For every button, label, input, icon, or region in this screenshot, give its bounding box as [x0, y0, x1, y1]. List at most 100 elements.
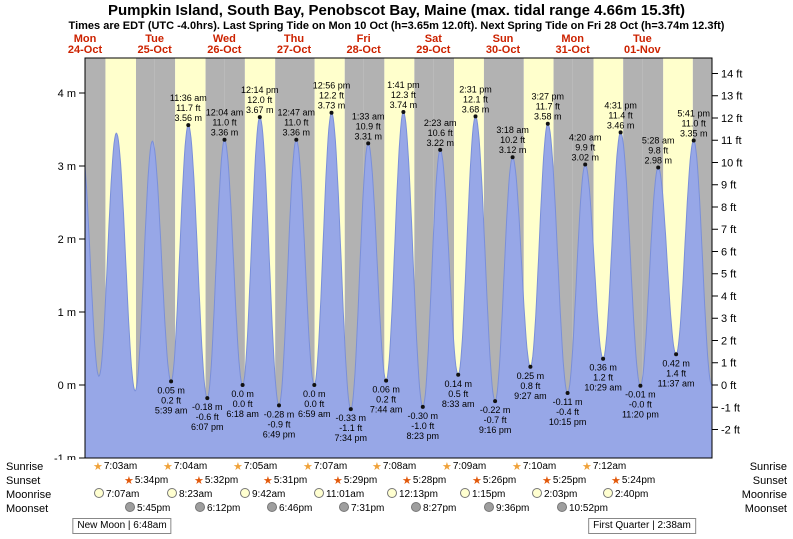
moonset-icon: [411, 502, 421, 512]
tide-extreme-dot: [420, 404, 425, 409]
sunset-row: Sunset Sunset ★5:34pm ★5:32pm ★5:31pm ★5:29…: [0, 474, 793, 488]
moonset-entry: 8:27pm: [411, 502, 456, 516]
day-label: Thu: [284, 33, 304, 45]
sunset-entry: ★5:25pm: [542, 475, 587, 487]
y-axis-label-ft: 13 ft: [721, 91, 742, 103]
moonrise-icon: [314, 488, 324, 498]
tide-low-label: 0.05 m 0.2 ft 5:39 am: [155, 385, 188, 415]
sunrise-icon: ★: [442, 461, 452, 473]
tide-extreme-dot: [493, 399, 498, 404]
sunset-entry: ★5:32pm: [194, 475, 239, 487]
tide-extreme-dot: [222, 137, 227, 142]
tide-extreme-dot: [205, 396, 210, 401]
tide-extreme-dot: [438, 147, 443, 152]
sunrise-entry: ★7:12am: [582, 461, 627, 473]
day-date-label: 29-Oct: [416, 44, 451, 56]
tide-extreme-dot: [601, 356, 606, 361]
moonrise-icon: [94, 488, 104, 498]
sunrise-row-label-left: Sunrise: [6, 461, 44, 473]
tide-low-label: 0.14 m 0.5 ft 8:33 am: [442, 379, 475, 409]
sunset-entry: ★5:29pm: [333, 475, 378, 487]
tide-low-label: -0.33 m -1.1 ft 7:34 pm: [335, 413, 368, 443]
moonrise-entry: 11:01am: [314, 488, 364, 502]
tide-low-label: 0.0 m 0.0 ft 6:18 am: [226, 389, 259, 419]
sunrise-entry: ★7:03am: [93, 461, 138, 473]
tide-low-label: 0.06 m 0.2 ft 7:44 am: [370, 385, 403, 415]
tide-extreme-dot: [348, 407, 353, 412]
day-label: Tue: [145, 33, 164, 45]
day-date-label: 30-Oct: [486, 44, 521, 56]
moonrise-entry: 1:15pm: [460, 488, 505, 502]
y-axis-label-ft: -2 ft: [721, 425, 740, 437]
y-axis-label-m: 2 m: [58, 234, 76, 246]
day-date-label: 26-Oct: [207, 44, 242, 56]
tide-low-label: -0.28 m -0.9 ft 6:49 pm: [263, 409, 296, 439]
tide-extreme-dot: [510, 155, 515, 160]
sunset-entry: ★5:24pm: [611, 475, 656, 487]
sunrise-icon: ★: [512, 461, 522, 473]
moonrise-icon: [167, 488, 177, 498]
tide-extreme-dot: [401, 110, 406, 114]
sunset-icon: ★: [611, 475, 621, 487]
moonrise-row: Moonrise Moonrise 7:07am 8:23am 9:42am 11:0…: [0, 488, 793, 502]
moonset-row-label-left: Moonset: [6, 503, 49, 515]
tide-extreme-dot: [329, 110, 334, 115]
y-axis-label-ft: 11 ft: [721, 135, 742, 147]
moonrise-icon: [460, 488, 470, 498]
sunrise-icon: ★: [372, 461, 382, 473]
tide-extreme-dot: [169, 379, 174, 384]
moonrise-icon: [240, 488, 250, 498]
tide-high-label: 5:41 pm 11.0 ft 3.35 m: [677, 109, 710, 139]
y-axis-label-ft: 14 ft: [721, 68, 742, 80]
moonrise-entry: 2:40pm: [603, 488, 648, 502]
tide-extreme-dot: [545, 121, 550, 126]
day-date-label: 27-Oct: [277, 44, 312, 56]
tide-low-label: -0.30 m -1.0 ft 8:23 pm: [407, 411, 440, 441]
sunrise-entry: ★7:04am: [163, 461, 208, 473]
sunset-entry: ★5:26pm: [472, 475, 517, 487]
y-axis-label-ft: -1 ft: [721, 402, 740, 414]
sunset-entry: ★5:31pm: [263, 475, 308, 487]
sunset-icon: ★: [542, 475, 552, 487]
moonrise-icon: [603, 488, 613, 498]
plot-border: [84, 57, 713, 459]
tide-high-label: 3:27 pm 11.7 ft 3.58 m: [532, 92, 565, 122]
moonrise-entry: 12:13pm: [387, 488, 438, 502]
tide-curve: [85, 112, 712, 458]
sunrise-icon: ★: [303, 461, 313, 473]
moonset-icon: [339, 502, 349, 512]
moonrise-icon: [532, 488, 542, 498]
sunrise-icon: ★: [93, 461, 103, 473]
tide-graph: Mon24-OctTue25-OctWed26-OctThu27-OctFri2…: [54, 33, 742, 460]
tide-high-label: 12:47 am 11.0 ft 3.36 m: [278, 108, 316, 138]
tide-high-label: 2:23 am 10.6 ft 3.22 m: [424, 118, 457, 148]
moonset-row: Moonset Moonset 5:45pm 6:12pm 6:46pm 7:31pm…: [0, 502, 793, 516]
tide-extreme-dot: [366, 141, 371, 146]
y-axis-label-ft: 7 ft: [721, 224, 736, 236]
day-date-label: 01-Nov: [624, 44, 662, 56]
y-axis-label-ft: 2 ft: [721, 335, 736, 347]
sunset-row-label-left: Sunset: [6, 475, 41, 487]
page-subtitle: Times are EDT (UTC -4.0hrs). Last Spring…: [68, 20, 725, 32]
sunrise-entry: ★7:05am: [233, 461, 278, 473]
sunrise-row: Sunrise Sunrise ★7:03am ★7:04am ★7:05am ★7:…: [0, 460, 793, 474]
sunset-icon: ★: [402, 475, 412, 487]
tide-high-label: 5:28 am 9.8 ft 2.98 m: [642, 136, 675, 166]
moonset-entry: 5:45pm: [125, 502, 170, 516]
tide-extreme-dot: [528, 364, 533, 369]
day-label: Tue: [633, 33, 652, 45]
y-axis-label-m: -1 m: [54, 453, 76, 460]
moonrise-row-label-left: Moonrise: [6, 489, 52, 501]
tide-extreme-dot: [186, 123, 191, 128]
tide-low-label: -0.11 m -0.4 ft 10:15 pm: [549, 397, 587, 427]
y-axis-label-ft: 12 ft: [721, 113, 742, 125]
y-axis-label-ft: 10 ft: [721, 157, 742, 169]
tide-extreme-dot: [312, 383, 317, 387]
moonset-row-label-right: Moonset: [744, 503, 787, 515]
day-label: Mon: [74, 33, 97, 45]
tide-extreme-dot: [294, 137, 299, 142]
tide-high-label: 12:04 am 11.0 ft 3.36 m: [206, 108, 244, 138]
day-label: Mon: [561, 33, 584, 45]
y-axis-label-m: 3 m: [58, 161, 76, 173]
tide-extreme-dot: [691, 138, 696, 143]
